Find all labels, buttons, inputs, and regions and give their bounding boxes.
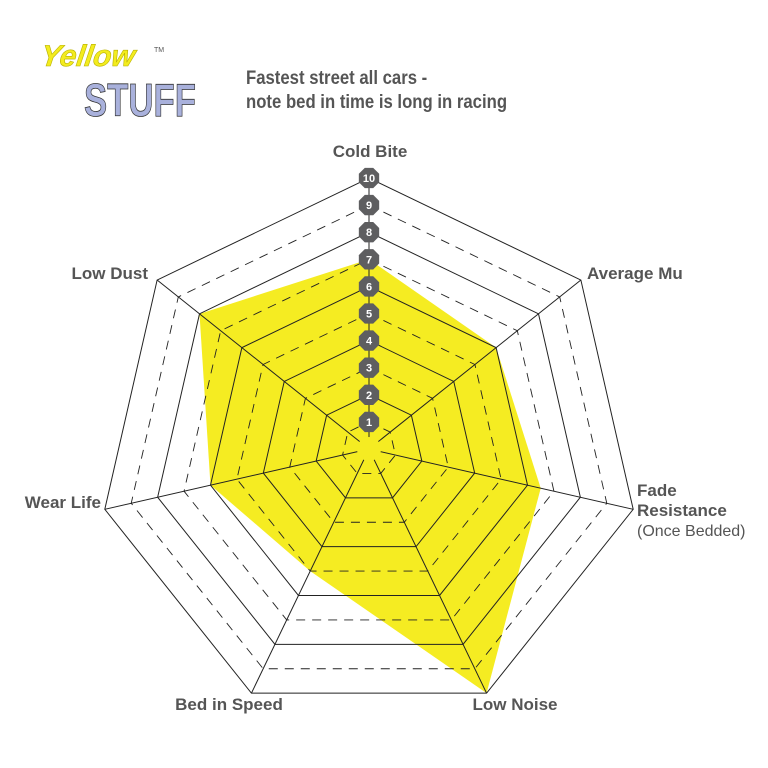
grid-ring-1	[342, 421, 396, 474]
grid-ring-3	[289, 367, 449, 523]
tick-label-2: 2	[366, 390, 372, 402]
data-area	[199, 259, 541, 694]
axis-label-bed-in-speed: Bed in Speed	[175, 695, 283, 714]
axis-label-cold-bite: Cold Bite	[333, 142, 408, 161]
svg-text:TM: TM	[154, 47, 164, 54]
tick-badge-8	[358, 222, 380, 243]
axis-spoke	[104, 448, 370, 510]
axis-label-fade: Fade	[637, 481, 677, 500]
tick-label-8: 8	[366, 227, 372, 239]
axis-label-low-dust: Low Dust	[72, 264, 149, 283]
axis-label-wear-life: Wear Life	[25, 493, 101, 512]
grid-ring-2	[315, 394, 423, 499]
tick-badge-2	[358, 384, 380, 405]
tick-badge-4	[358, 330, 380, 351]
grid-ring-9	[130, 204, 608, 670]
tick-label-4: 4	[366, 336, 373, 348]
tick-label-9: 9	[366, 200, 372, 212]
tick-label-6: 6	[366, 281, 372, 293]
tick-badge-5	[358, 303, 380, 324]
grid-ring-8	[157, 231, 581, 645]
tick-label-5: 5	[366, 309, 372, 321]
grid-ring-7	[183, 258, 555, 621]
svg-text:Yellow: Yellow	[40, 40, 140, 73]
tick-label-10: 10	[363, 173, 375, 185]
subtitle-line-1: Fastest street all cars -	[246, 68, 428, 89]
tick-label-7: 7	[366, 254, 372, 266]
axis-spoke	[368, 448, 634, 510]
tick-badge-7	[358, 249, 380, 270]
tick-badge-3	[358, 357, 380, 378]
yellow-stuff-logo: Yellow TM STUFF	[40, 40, 196, 120]
axis-label-resistance: Resistance	[637, 501, 727, 520]
grid-ring-6	[209, 285, 529, 596]
tick-badge-10	[358, 167, 380, 189]
svg-text:STUFF: STUFF	[84, 74, 196, 120]
tick-badge-9	[358, 194, 380, 216]
subtitle-line-2: note bed in time is long in racing	[246, 92, 508, 113]
tick-label-1: 1	[366, 417, 372, 429]
axis-spoke	[156, 279, 370, 450]
axis-label-low-noise: Low Noise	[472, 695, 557, 714]
axis-spoke	[250, 448, 370, 694]
grid-ring-4	[262, 340, 476, 548]
tick-label-3: 3	[366, 363, 372, 375]
tick-badge-1	[358, 411, 380, 433]
axis-spoke	[368, 448, 488, 694]
axis-label-average-mu: Average Mu	[587, 264, 683, 283]
tick-badge-6	[358, 276, 380, 297]
grid-ring-10	[104, 177, 634, 694]
center-mask	[357, 437, 381, 461]
axis-spoke	[368, 279, 582, 450]
axis-sublabel-fade: (Once Bedded)	[637, 523, 746, 540]
